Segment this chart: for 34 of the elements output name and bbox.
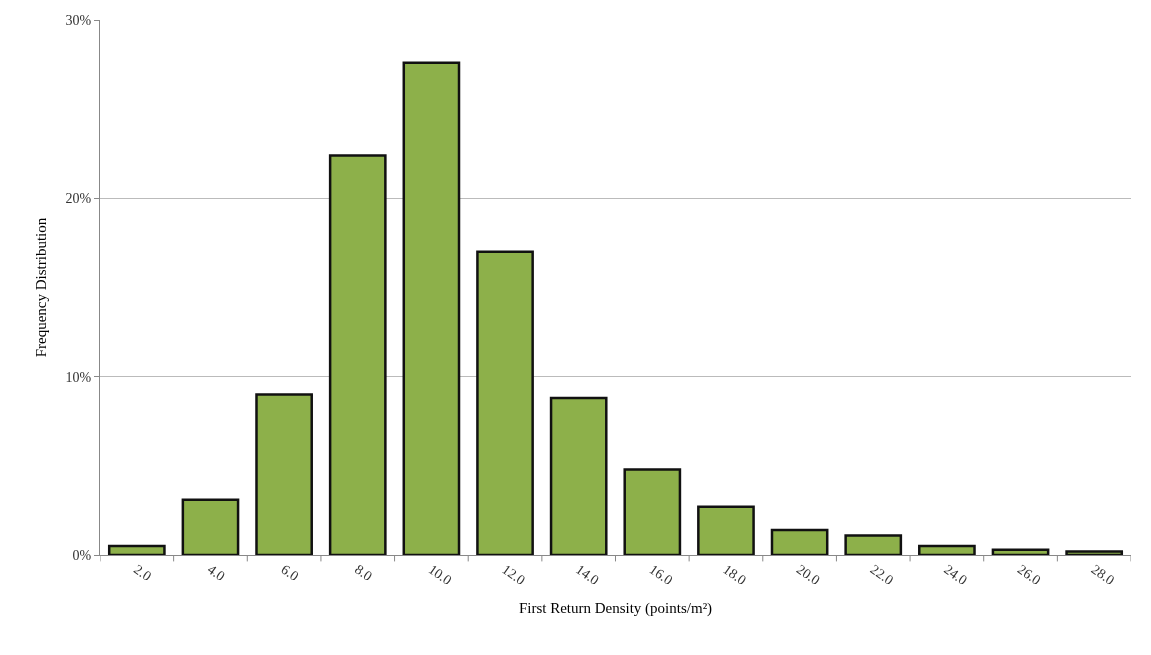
bar [549,396,608,555]
bar [918,544,976,555]
x-tick-label: 16.0 [646,561,676,589]
x-tick-label: 20.0 [793,561,823,589]
bar [476,250,534,555]
y-tick-label: 10% [65,369,92,385]
bar [402,61,461,555]
x-tick-label: 18.0 [720,561,749,589]
y-tick-label: 30% [65,12,92,28]
bar [844,534,903,555]
y-axis-title: Frequency Distribution [32,217,49,358]
bar [181,498,240,555]
bar [107,544,166,555]
x-axis-title: First Return Density (points/m²) [518,600,713,618]
x-tick-label: 26.0 [1014,561,1044,589]
x-tick-label: 24.0 [941,561,970,589]
bar [991,548,1050,555]
y-tick-label: 0% [72,547,92,563]
x-tick-label: 12.0 [499,561,528,589]
bar [328,154,387,555]
x-tick-label: 2.0 [131,561,155,585]
x-tick-label: 8.0 [352,561,375,585]
x-tick-label: 22.0 [867,561,897,589]
bar [255,393,313,555]
bar [623,468,682,555]
y-tick-label: 20% [65,191,92,207]
bar [770,528,829,555]
x-tick-label: 10.0 [425,561,455,589]
bar [697,505,755,555]
x-tick-label: 14.0 [572,561,602,589]
x-tick-label: 6.0 [278,561,302,585]
x-tick-label: 4.0 [204,561,228,585]
x-tick-label: 28.0 [1088,561,1118,589]
bar [1065,550,1124,555]
